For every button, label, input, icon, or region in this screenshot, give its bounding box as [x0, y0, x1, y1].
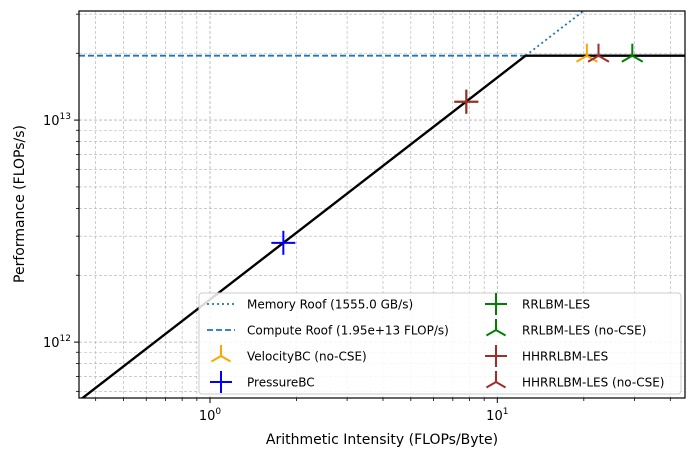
plot-area [79, 11, 685, 398]
marker-stroke [210, 355, 222, 363]
legend-label: RRLBM-LES [522, 298, 590, 312]
y-tick-label: 1012 [43, 334, 71, 351]
marker-stroke [631, 54, 644, 63]
legend-marker [485, 345, 507, 367]
legend-label: RRLBM-LES (no-CSE) [522, 324, 646, 338]
marker-stroke [495, 329, 507, 337]
marker-stroke [485, 381, 497, 389]
data-point-hhrrlbm-les [454, 89, 479, 114]
memory-roof-line [525, 11, 585, 57]
marker-stroke [575, 54, 588, 63]
marker-stroke [220, 355, 232, 363]
legend-label: HHRRLBM-LES (no-CSE) [522, 376, 664, 390]
legend-label: VelocityBC (no-CSE) [247, 350, 367, 364]
legend-label: PressureBC [247, 376, 315, 390]
plot-frame [78, 10, 686, 399]
legend-item-pressurebc: PressureBC [210, 371, 315, 393]
legend-item-rrlbm-les: RRLBM-LES [485, 293, 590, 315]
legend-marker [485, 293, 507, 315]
y-tick-label: 1013 [43, 112, 71, 129]
legend-item-hhrrlbm-les: HHRRLBM-LES [485, 345, 608, 367]
data-point-rrlbm-les-no-cse [621, 43, 644, 63]
legend-marker [485, 371, 507, 389]
legend-marker [210, 345, 232, 363]
legend-item-rrlbm-les-no-cse: RRLBM-LES (no-CSE) [485, 319, 646, 338]
axis-ticks: 100 101 1012 1013 [43, 13, 671, 424]
legend: Memory Roof (1555.0 GB/s) Compute Roof (1… [198, 292, 682, 395]
legend-marker [210, 371, 232, 393]
data-point-pressurebc [271, 230, 296, 255]
legend-label: HHRRLBM-LES [522, 350, 608, 364]
legend-marker [485, 319, 507, 337]
legend-item-hhrrlbm-les-no-cse: HHRRLBM-LES (no-CSE) [485, 371, 664, 390]
legend-item-memory-roof-1555-0-gb-s: Memory Roof (1555.0 GB/s) [207, 298, 413, 312]
y-axis-label: Performance (FLOPs/s) [12, 125, 28, 283]
legend-box [198, 292, 682, 395]
data-point-hhrrlbm-les-no-cse [587, 43, 610, 63]
marker-stroke [587, 54, 600, 63]
legend-label: Memory Roof (1555.0 GB/s) [247, 298, 413, 312]
legend-item-velocitybc-no-cse: VelocityBC (no-CSE) [210, 345, 367, 364]
x-tick-label: 100 [199, 407, 222, 424]
x-axis-label: Arithmetic Intensity (FLOPs/Byte) [266, 432, 498, 448]
marker-stroke [495, 381, 507, 389]
marker-stroke [485, 329, 497, 337]
legend-label: Compute Roof (1.95e+13 FLOP/s) [247, 324, 449, 338]
marker-stroke [598, 54, 610, 63]
legend-item-compute-roof-1-95e-13-flop-s: Compute Roof (1.95e+13 FLOP/s) [207, 324, 449, 338]
marker-stroke [621, 54, 633, 63]
x-tick-label: 101 [486, 407, 508, 424]
